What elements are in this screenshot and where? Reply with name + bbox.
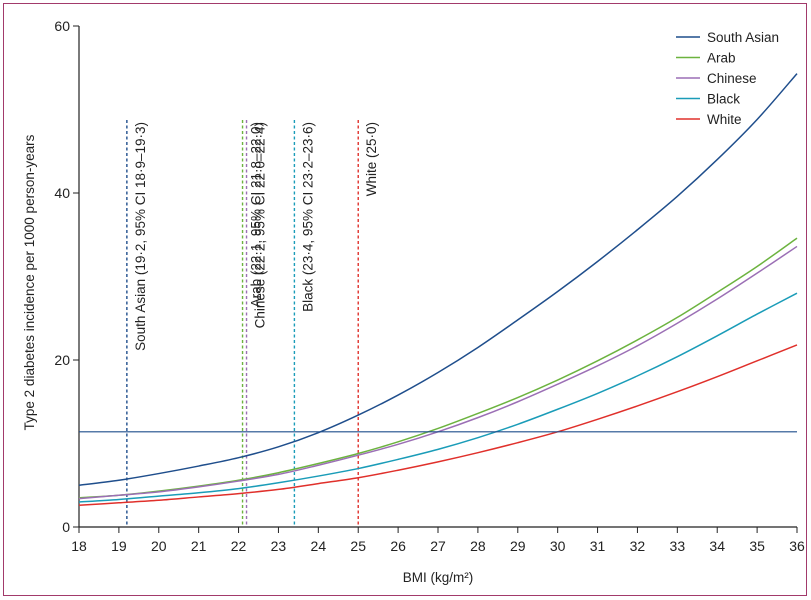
figure-frame	[3, 3, 807, 596]
x-tick-label: 30	[550, 538, 566, 554]
cutoff-label: South Asian (19·2, 95% CI 18·9–19·3)	[133, 122, 148, 351]
x-tick-label: 27	[430, 538, 446, 554]
x-tick-label: 24	[311, 538, 327, 554]
x-tick-label: 18	[71, 538, 87, 554]
legend-label: South Asian	[707, 30, 779, 45]
y-tick-label: 0	[62, 519, 70, 535]
x-tick-label: 35	[749, 538, 765, 554]
x-tick-label: 21	[191, 538, 207, 554]
axes: 18 19 20 21 22 23 24 25 26 27 28 29 30 31 32 33 34 35 36 0 2…	[54, 18, 805, 554]
y-axis-title: Type 2 diabetes incidence per 1000 perso…	[22, 134, 37, 430]
legend-label: Chinese	[707, 71, 757, 86]
series-line	[78, 344, 798, 507]
y-tick-label: 20	[54, 352, 70, 368]
x-tick-label: 22	[231, 538, 247, 554]
x-tick-label: 25	[350, 538, 366, 554]
x-tick-label: 36	[789, 538, 805, 554]
cutoff-label: Black (23·4, 95% CI 23·2–23·6)	[300, 122, 315, 312]
cutoff-label: Arab (22·1, 95% CI 21·8–22·0)	[249, 122, 264, 307]
x-tick-label: 19	[111, 538, 127, 554]
y-tick-label: 60	[54, 18, 70, 34]
y-tick-label: 40	[54, 185, 70, 201]
series-lines	[78, 73, 798, 507]
x-tick-label: 32	[630, 538, 646, 554]
legend: South Asian Arab Chinese Black White	[676, 30, 779, 127]
series-line	[78, 237, 798, 499]
x-tick-label: 33	[670, 538, 686, 554]
series-line	[78, 73, 798, 486]
legend-label: White	[707, 112, 742, 127]
x-tick-label: 23	[271, 538, 287, 554]
x-tick-label: 26	[390, 538, 406, 554]
x-tick-label: 34	[709, 538, 725, 554]
cutoff-lines: South Asian (19·2, 95% CI 18·9–19·3) Arab…	[126, 120, 379, 527]
cutoff-label: Chinese (22·2, 95% CI 22·0–22·4)	[253, 122, 268, 328]
series-line	[78, 292, 798, 503]
x-axis-title: BMI (kg/m²)	[403, 570, 474, 585]
x-tick-label: 29	[510, 538, 526, 554]
x-tick-label: 28	[470, 538, 486, 554]
legend-label: Arab	[707, 51, 736, 66]
legend-label: Black	[707, 92, 740, 107]
x-tick-label: 31	[590, 538, 606, 554]
cutoff-label: White (25·0)	[364, 122, 379, 196]
x-tick-label: 20	[151, 538, 167, 554]
